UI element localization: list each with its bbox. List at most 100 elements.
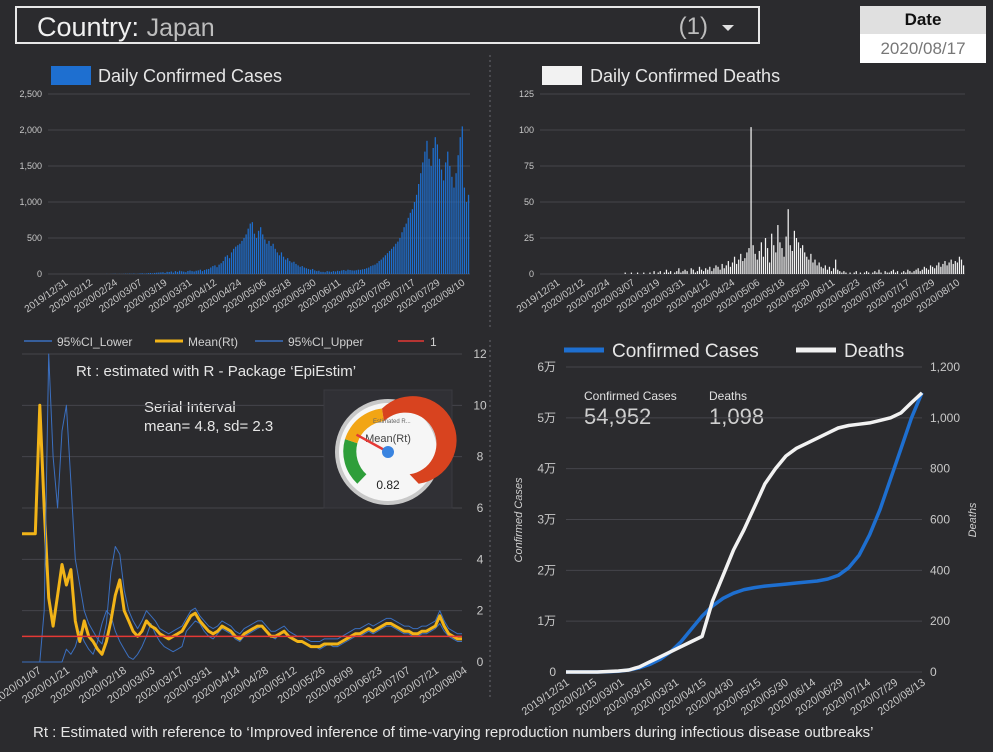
bar	[665, 269, 668, 274]
bar	[694, 272, 696, 274]
bar	[422, 162, 424, 274]
deaths-legend-swatch	[542, 66, 582, 85]
bar	[257, 230, 260, 274]
bar	[451, 176, 453, 274]
bar	[896, 271, 899, 274]
bar	[690, 268, 692, 274]
bar	[237, 245, 239, 274]
y-tick-label: 2,500	[19, 89, 42, 99]
y-right-tick-label: 400	[930, 563, 950, 577]
rt-gauge: Estimated R... Mean(Rt) 0.82	[323, 389, 457, 509]
bar	[347, 269, 349, 274]
y-tick-label: 75	[524, 161, 534, 171]
bar	[291, 262, 293, 274]
bar	[859, 272, 862, 274]
y-right-tick-label: 600	[930, 513, 950, 527]
date-header: Date	[860, 6, 986, 34]
bar	[459, 137, 461, 274]
y-tick-label: 4	[477, 552, 484, 566]
bar	[289, 261, 291, 274]
chevron-down-icon[interactable]	[722, 25, 734, 31]
y-tick-label: 125	[519, 89, 534, 99]
footnote: Rt : Estimated with reference to ‘Improv…	[33, 724, 874, 741]
bar	[189, 270, 191, 274]
bar	[674, 272, 676, 274]
bar	[845, 272, 847, 274]
y-tick-label: 8	[477, 450, 484, 464]
y-left-tick-label: 4万	[537, 462, 556, 476]
bar	[284, 259, 287, 274]
bar	[201, 271, 204, 274]
scorecard-deaths-label: Deaths	[709, 389, 747, 403]
bar	[449, 166, 451, 274]
bar	[742, 261, 744, 274]
bar	[282, 256, 285, 274]
series-line-1	[566, 391, 924, 674]
bar	[357, 269, 359, 274]
bar	[366, 268, 368, 274]
bar	[353, 270, 355, 274]
bar	[923, 266, 925, 274]
date-value[interactable]: 2020/08/17	[860, 34, 986, 63]
bar	[659, 271, 661, 274]
bar	[789, 245, 791, 274]
bar	[210, 267, 212, 274]
bar	[692, 269, 694, 274]
bar	[181, 271, 183, 274]
scorecard-cases-value: 54,952	[584, 404, 651, 429]
bar	[717, 266, 719, 274]
bar	[187, 270, 189, 274]
serial-interval-title: Serial Interval	[144, 399, 236, 416]
scorecard-deaths-value: 1,098	[709, 404, 764, 429]
country-filter[interactable]: Country: Japan (1)	[15, 6, 760, 44]
bar	[802, 245, 804, 274]
bar	[328, 271, 330, 274]
bar	[376, 263, 378, 274]
bar	[787, 209, 789, 274]
daily-cases-chart: Daily Confirmed Cases 0 500 1,000 1,500 2,00…	[19, 66, 470, 315]
gauge-small-label: Estimated R...	[373, 419, 411, 425]
bar	[680, 272, 682, 274]
y-left-tick-label: 5万	[537, 411, 556, 425]
y-right-tick-label: 0	[930, 665, 937, 679]
bar	[420, 173, 422, 274]
bar	[744, 258, 746, 274]
bar	[907, 269, 909, 274]
bar	[195, 270, 197, 274]
bar	[678, 268, 680, 274]
bar	[415, 194, 418, 274]
bar	[797, 242, 800, 274]
bar	[193, 271, 195, 274]
bar	[913, 271, 915, 274]
legend-threshold-label: 1	[430, 335, 437, 349]
bar	[405, 223, 407, 274]
bar	[766, 248, 769, 274]
bar	[826, 269, 829, 274]
bar	[334, 271, 337, 274]
date-range-control[interactable]: Date 2020/08/17	[860, 6, 986, 63]
bar	[253, 233, 256, 274]
gauge-red-band	[382, 396, 457, 484]
bar	[936, 265, 938, 274]
bar	[719, 269, 721, 274]
bar	[233, 248, 235, 274]
bar	[465, 202, 468, 274]
bar	[843, 271, 845, 274]
bar	[309, 269, 312, 274]
bar	[764, 238, 767, 274]
bar	[326, 271, 328, 274]
y-tick-label: 100	[519, 125, 534, 135]
bar	[397, 241, 399, 274]
bar	[874, 271, 876, 274]
bar	[370, 266, 372, 274]
bar	[723, 268, 725, 274]
bar	[239, 243, 241, 274]
bar	[197, 270, 199, 274]
bar	[303, 267, 305, 274]
bar	[384, 255, 387, 274]
bar	[178, 270, 181, 274]
bar	[388, 250, 391, 274]
legend-upper-label: 95%CI_Upper	[288, 335, 363, 349]
bar	[154, 272, 156, 274]
